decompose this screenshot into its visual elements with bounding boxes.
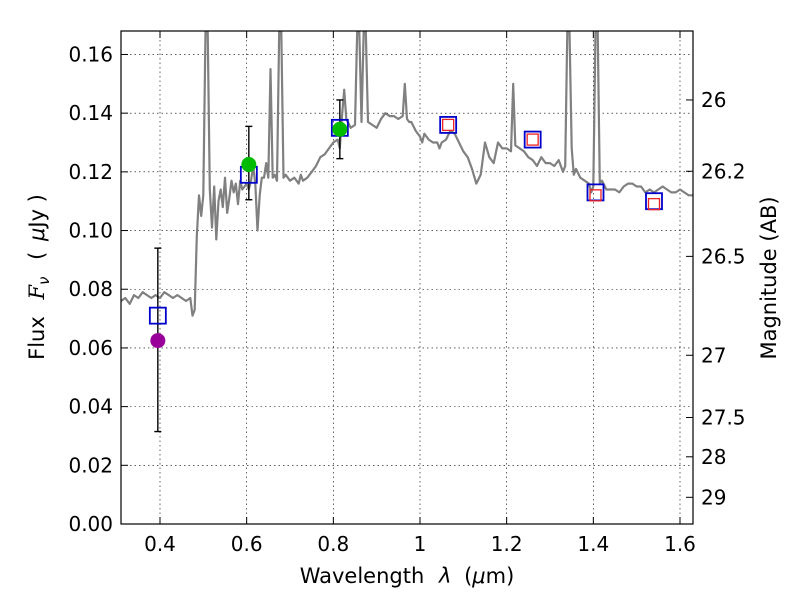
axis-ticks: 0.4 0.6 0.8 1 1.2 1.4 1.6 0.00 0.02 0.04 0.06 0.08 0… bbox=[68, 31, 746, 556]
y2-tick-label: 26.5 bbox=[701, 244, 746, 268]
y-tick-label: 0.16 bbox=[68, 42, 113, 66]
observed-red-square bbox=[442, 118, 455, 132]
y2-tick-label: 27.5 bbox=[701, 405, 746, 429]
y2-tick-label: 27 bbox=[701, 343, 726, 367]
y-tick-label: 0.12 bbox=[68, 160, 113, 184]
y-label-word: Flux bbox=[25, 316, 49, 360]
y2-tick-label: 26.2 bbox=[701, 159, 746, 183]
marker-group bbox=[148, 99, 663, 433]
observed-red-square bbox=[526, 133, 539, 146]
observed-red-square bbox=[647, 197, 661, 211]
y-label-unit: Jy ) bbox=[25, 194, 49, 230]
x-tick-label: 0.4 bbox=[144, 532, 176, 556]
y-label-mu: μ bbox=[25, 228, 49, 242]
model-spectrum-line bbox=[121, 31, 693, 317]
y-tick-label: 0.00 bbox=[68, 512, 113, 536]
y-tick-label: 0.06 bbox=[68, 336, 113, 360]
x-label-open: ( bbox=[464, 564, 472, 588]
plot-area bbox=[121, 31, 693, 433]
x-label-lambda: λ bbox=[438, 564, 451, 588]
y-label-nu: ν bbox=[35, 277, 53, 285]
x-tick-label: 1.4 bbox=[577, 532, 609, 556]
x-label-unit: m) bbox=[486, 564, 515, 588]
x-label-word: Wavelength bbox=[300, 564, 425, 588]
x-tick-label: 1.6 bbox=[664, 532, 696, 556]
y-tick-label: 0.14 bbox=[68, 101, 113, 125]
x-tick-label: 1 bbox=[414, 532, 427, 556]
x-tick-label: 0.6 bbox=[231, 532, 263, 556]
observed-red-square bbox=[589, 189, 602, 202]
y-label-open: ( bbox=[25, 252, 49, 260]
plot-frame bbox=[120, 30, 694, 525]
y-axis-label: Flux Fν ( μJy ) bbox=[25, 194, 54, 360]
y-tick-label: 0.02 bbox=[68, 453, 113, 477]
y2-axis-label: Magnitude (AB) bbox=[757, 196, 781, 359]
y-tick-label: 0.08 bbox=[68, 277, 113, 301]
y2-tick-label: 29 bbox=[701, 485, 726, 509]
model-photometry-square bbox=[148, 306, 167, 325]
y-label-F: F bbox=[25, 284, 49, 301]
x-tick-label: 0.8 bbox=[317, 532, 349, 556]
x-label-mu: μ bbox=[471, 564, 485, 588]
y2-tick-label: 28 bbox=[701, 445, 726, 469]
observed-dot bbox=[332, 121, 348, 137]
x-axis-label: Wavelength λ (μm) bbox=[300, 564, 515, 588]
observed-dot bbox=[241, 157, 257, 173]
y-tick-label: 0.10 bbox=[68, 219, 113, 243]
model-photometry-square bbox=[439, 116, 458, 134]
y-tick-label: 0.04 bbox=[68, 395, 113, 419]
observed-dot bbox=[150, 333, 166, 349]
y2-tick-label: 26 bbox=[701, 88, 726, 112]
x-tick-label: 1.2 bbox=[491, 532, 523, 556]
model-photometry-square bbox=[523, 130, 542, 149]
spectrum-group bbox=[121, 31, 693, 317]
